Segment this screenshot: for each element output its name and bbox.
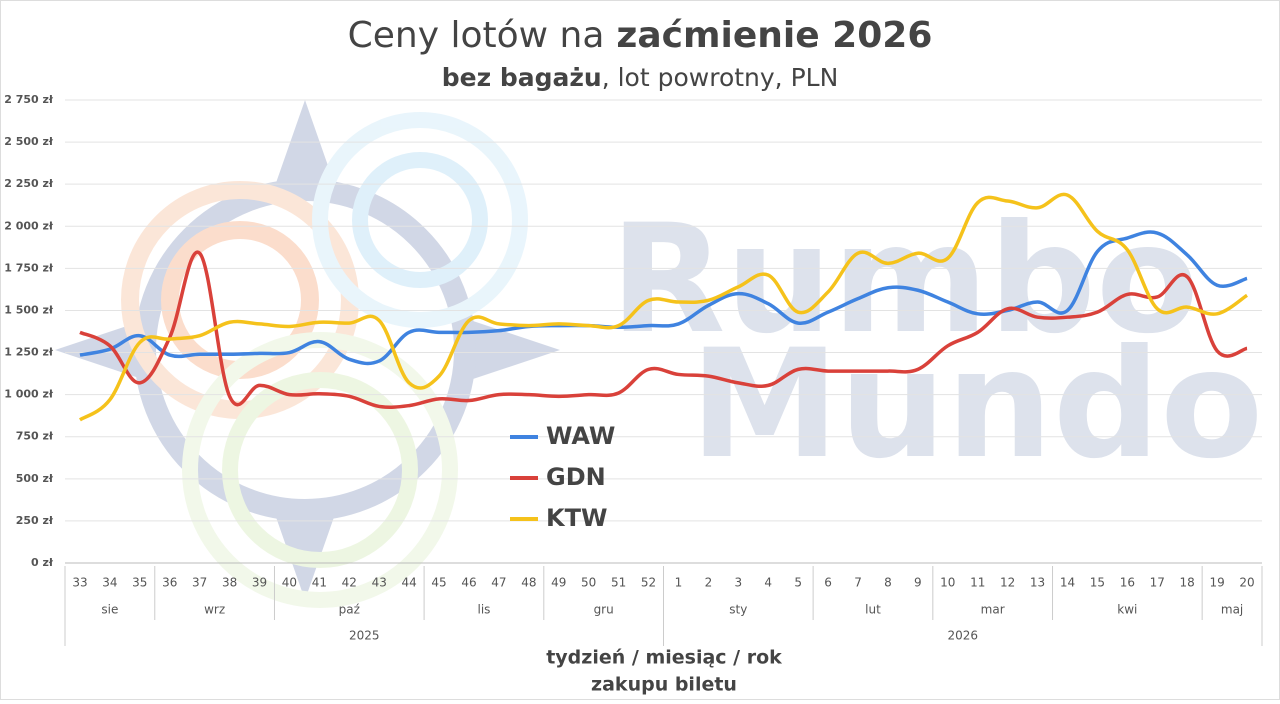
series-line (79, 250, 1248, 409)
y-tick-label: 2 500 zł (4, 135, 54, 148)
chart-subtitle: bez bagażu, lot powrotny, PLN (442, 63, 839, 92)
x-tick-label: 2 (705, 576, 713, 590)
x-tick-label: 1 (675, 576, 683, 590)
x-tick-label: 8 (884, 576, 892, 590)
subtitle-bold: bez bagażu (442, 63, 602, 92)
x-tick-label: 35 (132, 576, 147, 590)
month-label: paź (339, 603, 360, 617)
title-bold: zaćmienie 2026 (616, 15, 932, 56)
x-tick-label: 11 (970, 576, 985, 590)
subtitle-normal: , lot powrotny, PLN (602, 63, 839, 92)
legend-label: WAW (546, 422, 615, 450)
y-tick-label: 2 250 zł (4, 177, 54, 190)
legend-label: GDN (546, 463, 606, 491)
month-label: sie (101, 603, 118, 617)
x-tick-label: 3 (734, 576, 742, 590)
watermark-text: Mundo (690, 318, 1263, 492)
x-tick-label: 43 (372, 576, 387, 590)
month-label: gru (594, 603, 614, 617)
chart-title: Ceny lotów na zaćmienie 2026 (348, 15, 933, 56)
x-tick-label: 17 (1150, 576, 1165, 590)
y-tick-label: 1 250 zł (4, 346, 54, 359)
x-tick-label: 20 (1239, 576, 1254, 590)
x-tick-label: 49 (551, 576, 566, 590)
x-tick-label: 41 (312, 576, 327, 590)
x-tick-label: 18 (1180, 576, 1195, 590)
x-tick-label: 45 (431, 576, 446, 590)
x-tick-label: 37 (192, 576, 207, 590)
x-tick-label: 13 (1030, 576, 1045, 590)
y-tick-label: 2 750 zł (4, 93, 54, 106)
month-label: mar (981, 603, 1005, 617)
x-tick-label: 16 (1120, 576, 1135, 590)
title-normal: Ceny lotów na (348, 15, 605, 56)
x-tick-label: 6 (824, 576, 832, 590)
x-tick-label: 48 (521, 576, 536, 590)
y-tick-label: 1 000 zł (4, 388, 54, 401)
y-tick-label: 250 zł (16, 514, 54, 527)
month-label: maj (1221, 603, 1243, 617)
watermark-logo (55, 100, 560, 608)
x-tick-label: 9 (914, 576, 922, 590)
x-tick-label: 33 (72, 576, 87, 590)
x-tick-label: 40 (282, 576, 297, 590)
x-tick-label: 42 (342, 576, 357, 590)
y-tick-label: 2 000 zł (4, 219, 54, 232)
month-label: kwi (1117, 603, 1137, 617)
month-label: lut (865, 603, 881, 617)
series-line (78, 192, 1249, 422)
x-tick-label: 44 (401, 576, 416, 590)
year-label: 2026 (947, 629, 978, 643)
x-tick-label: 36 (162, 576, 177, 590)
x-tick-label: 34 (102, 576, 117, 590)
x-tick-label: 7 (854, 576, 862, 590)
x-axis-title: tydzień / miesiąc / rok (546, 647, 782, 669)
y-tick-label: 1 500 zł (4, 303, 54, 316)
x-tick-label: 4 (764, 576, 772, 590)
series-line (79, 230, 1248, 366)
y-tick-label: 0 zł (31, 556, 54, 569)
x-tick-label: 47 (491, 576, 506, 590)
x-tick-label: 12 (1000, 576, 1015, 590)
x-tick-label: 19 (1209, 576, 1224, 590)
x-tick-label: 14 (1060, 576, 1075, 590)
x-tick-label: 52 (641, 576, 656, 590)
year-label: 2025 (349, 629, 380, 643)
month-label: sty (729, 603, 747, 617)
y-tick-label: 500 zł (16, 472, 54, 485)
x-axis-title: zakupu biletu (591, 674, 737, 696)
x-tick-label: 5 (794, 576, 802, 590)
x-tick-label: 15 (1090, 576, 1105, 590)
month-label: wrz (204, 603, 225, 617)
y-tick-label: 1 750 zł (4, 261, 54, 274)
x-tick-label: 39 (252, 576, 267, 590)
legend-label: KTW (546, 504, 607, 532)
x-tick-label: 38 (222, 576, 237, 590)
x-tick-label: 50 (581, 576, 596, 590)
x-tick-label: 10 (940, 576, 955, 590)
x-tick-label: 51 (611, 576, 626, 590)
y-tick-label: 750 zł (16, 430, 54, 443)
month-label: lis (477, 603, 490, 617)
x-tick-label: 46 (461, 576, 476, 590)
watermark-text: Rumbo (610, 193, 1199, 367)
